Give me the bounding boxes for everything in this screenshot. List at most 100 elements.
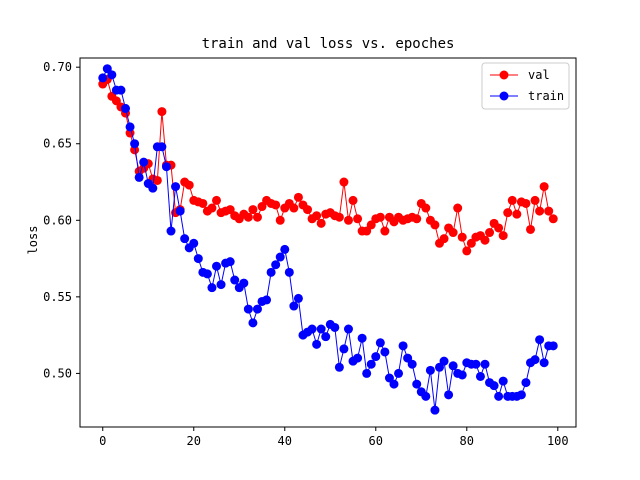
y-tick-label: 0.60 bbox=[43, 213, 72, 227]
data-point-val-73 bbox=[430, 220, 440, 230]
data-point-train-73 bbox=[430, 405, 440, 415]
data-point-train-33 bbox=[248, 318, 258, 328]
data-point-val-59 bbox=[366, 220, 376, 230]
data-point-train-2 bbox=[107, 70, 117, 80]
data-point-val-52 bbox=[334, 212, 344, 222]
data-point-val-84 bbox=[480, 235, 490, 245]
data-point-val-88 bbox=[498, 231, 508, 241]
data-point-val-47 bbox=[312, 211, 322, 221]
data-point-val-38 bbox=[271, 200, 281, 210]
data-point-val-39 bbox=[275, 215, 285, 225]
data-point-train-62 bbox=[380, 347, 390, 357]
data-point-train-88 bbox=[498, 376, 508, 386]
plot-frame bbox=[79, 57, 577, 428]
data-point-train-38 bbox=[271, 260, 281, 270]
data-point-train-14 bbox=[161, 162, 171, 172]
data-point-train-54 bbox=[343, 324, 353, 334]
data-point-train-34 bbox=[252, 304, 262, 314]
data-point-train-92 bbox=[516, 390, 526, 400]
data-point-train-25 bbox=[212, 261, 222, 271]
data-point-train-71 bbox=[421, 391, 431, 401]
data-point-train-74 bbox=[434, 362, 444, 372]
y-tick-label: 0.55 bbox=[43, 290, 72, 304]
data-point-train-95 bbox=[530, 355, 540, 365]
data-point-train-51 bbox=[330, 322, 340, 332]
series-line-train bbox=[102, 67, 554, 411]
data-point-train-47 bbox=[312, 339, 322, 349]
data-point-train-41 bbox=[284, 267, 294, 277]
data-point-val-89 bbox=[503, 208, 513, 218]
data-point-train-60 bbox=[371, 352, 381, 362]
data-point-train-6 bbox=[125, 122, 135, 132]
data-point-train-49 bbox=[321, 332, 331, 342]
data-point-val-98 bbox=[544, 206, 554, 216]
data-point-val-81 bbox=[466, 238, 476, 248]
data-point-val-62 bbox=[380, 226, 390, 236]
data-point-val-78 bbox=[453, 203, 463, 213]
x-tick-label: 0 bbox=[99, 434, 106, 448]
data-point-val-34 bbox=[252, 212, 262, 222]
data-point-val-33 bbox=[248, 205, 258, 215]
data-point-val-90 bbox=[507, 195, 517, 205]
data-point-train-18 bbox=[180, 234, 190, 244]
data-point-train-8 bbox=[134, 172, 144, 182]
x-tick-label: 80 bbox=[460, 434, 474, 448]
data-point-train-5 bbox=[121, 104, 130, 114]
data-point-train-48 bbox=[316, 324, 326, 334]
data-point-train-4 bbox=[116, 85, 126, 95]
data-point-train-66 bbox=[398, 341, 408, 351]
x-tick-label: 60 bbox=[369, 434, 383, 448]
data-point-val-35 bbox=[257, 202, 267, 212]
data-point-val-48 bbox=[316, 218, 326, 228]
data-point-train-72 bbox=[425, 365, 435, 375]
data-point-train-75 bbox=[439, 356, 449, 366]
x-tick-label: 100 bbox=[547, 434, 569, 448]
data-point-train-31 bbox=[239, 278, 249, 288]
data-point-val-96 bbox=[535, 206, 545, 216]
data-point-train-76 bbox=[444, 390, 454, 400]
data-point-train-9 bbox=[139, 157, 149, 167]
data-point-val-93 bbox=[521, 198, 531, 208]
data-point-train-67 bbox=[403, 353, 413, 363]
legend-label-val: val bbox=[528, 68, 550, 82]
data-point-val-80 bbox=[462, 246, 472, 256]
data-point-val-28 bbox=[225, 205, 235, 215]
data-point-train-77 bbox=[448, 361, 458, 371]
data-point-train-15 bbox=[166, 226, 176, 236]
data-point-val-99 bbox=[548, 214, 558, 224]
y-tick-label: 0.65 bbox=[43, 137, 72, 151]
x-tick-label: 40 bbox=[278, 434, 292, 448]
data-point-val-77 bbox=[448, 228, 458, 238]
data-point-val-69 bbox=[412, 214, 422, 224]
data-point-train-58 bbox=[362, 368, 372, 378]
data-point-train-11 bbox=[148, 183, 158, 193]
chart-title: train and val loss vs. epoches bbox=[202, 36, 455, 52]
data-point-train-46 bbox=[307, 324, 317, 334]
data-point-train-59 bbox=[366, 359, 376, 369]
y-axis-label: loss bbox=[26, 226, 40, 255]
data-point-train-40 bbox=[280, 244, 290, 254]
data-point-train-52 bbox=[334, 362, 344, 372]
y-tick-label: 0.70 bbox=[43, 60, 72, 74]
data-point-train-68 bbox=[407, 359, 417, 369]
data-point-val-54 bbox=[343, 215, 353, 225]
data-point-train-99 bbox=[548, 341, 558, 351]
data-point-val-43 bbox=[293, 192, 303, 202]
data-point-val-53 bbox=[339, 177, 349, 187]
data-point-train-32 bbox=[243, 304, 253, 314]
legend-marker-val bbox=[499, 70, 509, 80]
data-point-train-24 bbox=[207, 283, 217, 293]
data-point-val-91 bbox=[512, 209, 522, 219]
data-point-train-13 bbox=[157, 142, 167, 152]
data-point-val-55 bbox=[348, 195, 358, 205]
data-point-val-97 bbox=[539, 182, 549, 192]
data-point-train-83 bbox=[475, 371, 485, 381]
x-tick-label: 20 bbox=[187, 434, 201, 448]
data-point-val-42 bbox=[289, 203, 299, 213]
y-tick-label: 0.50 bbox=[43, 366, 72, 380]
data-point-train-79 bbox=[457, 370, 467, 380]
data-point-train-43 bbox=[293, 293, 303, 303]
data-point-val-13 bbox=[157, 107, 167, 117]
data-point-train-63 bbox=[384, 373, 394, 383]
legend: val train bbox=[481, 62, 570, 110]
